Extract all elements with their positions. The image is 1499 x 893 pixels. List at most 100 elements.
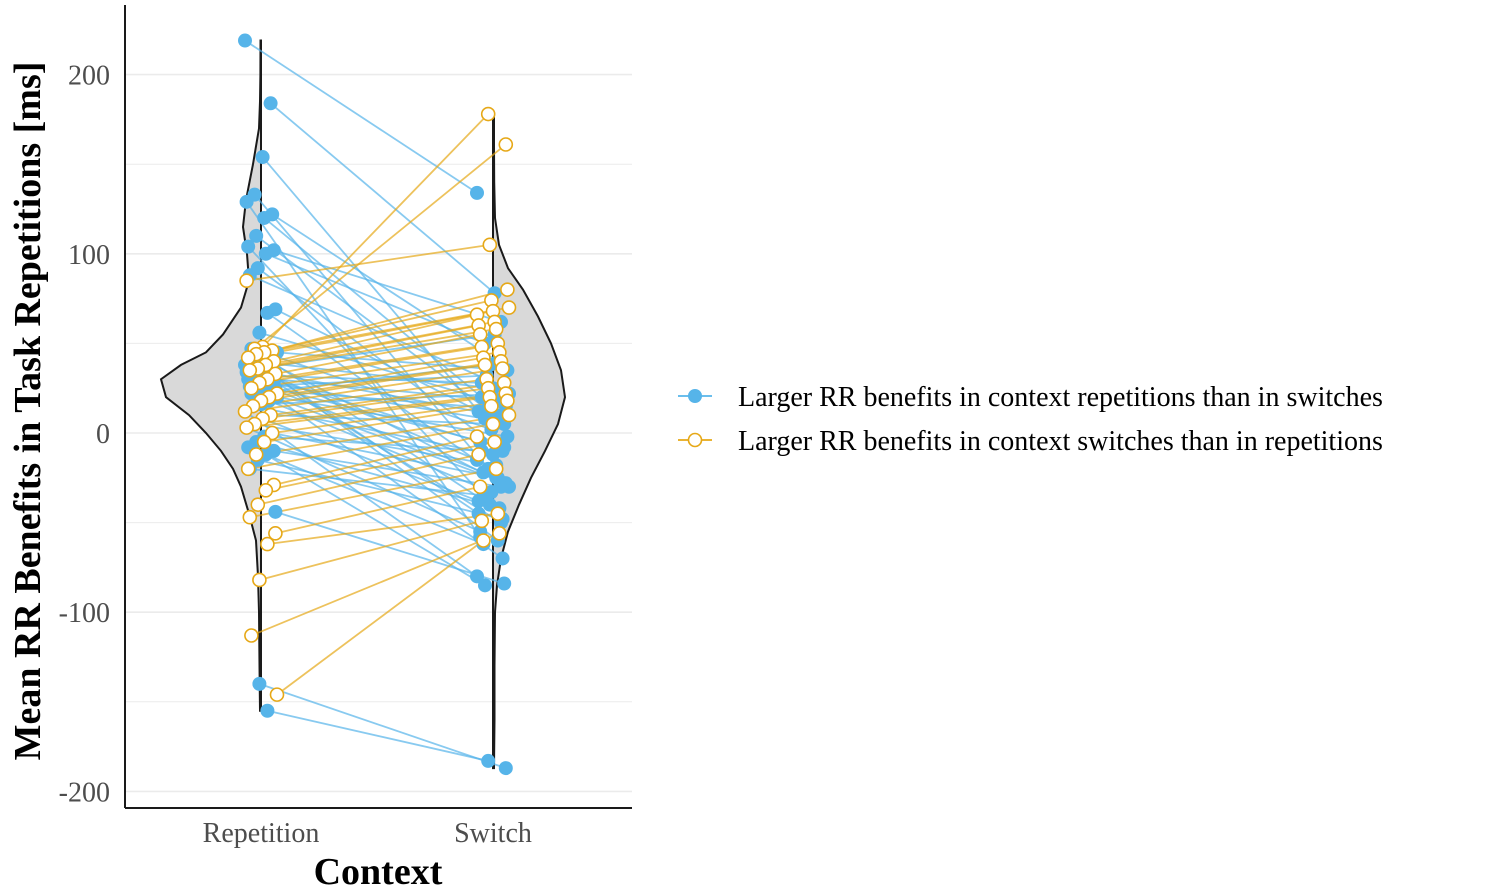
data-point-switch-larger: [472, 327, 488, 342]
data-point-switch-larger: [484, 398, 499, 414]
connecting-line: [273, 435, 478, 486]
grid-lines: [125, 73, 632, 793]
connecting-line: [273, 249, 502, 323]
connecting-line: [259, 390, 507, 485]
data-point-rep-larger: [263, 96, 278, 111]
connecting-line: [257, 324, 479, 370]
connecting-line: [259, 683, 507, 769]
data-point-switch-larger: [242, 509, 258, 525]
connecting-line: [261, 113, 489, 348]
data-point-rep-larger: [498, 761, 513, 776]
data-point-switch-larger: [244, 628, 259, 643]
connecting-line: [267, 342, 498, 381]
legend: Larger RR benefits in context repetition…: [678, 382, 1383, 457]
axes: [124, 5, 632, 809]
data-point-switch-larger: [501, 300, 517, 315]
y-tick-label: 200: [68, 61, 110, 92]
y-axis-title: Mean RR Benefits in Task Repetitions [ms…: [7, 62, 49, 761]
data-point-switch-larger: [237, 404, 253, 419]
connecting-line: [263, 299, 492, 354]
connecting-line: [254, 392, 506, 425]
data-point-rep-larger: [494, 479, 508, 494]
data-point-rep-larger: [260, 305, 275, 320]
data-point-switch-larger: [239, 420, 254, 435]
connecting-line: [248, 310, 494, 359]
connecting-line: [270, 102, 496, 294]
data-point-switch-larger: [477, 357, 493, 373]
legend-label: Larger RR benefits in context switches t…: [738, 426, 1383, 457]
data-point-rep-larger: [260, 703, 275, 718]
data-point-switch-larger: [490, 506, 506, 521]
tick-labels: -200 -100 0 100 200 Repetition Switch: [59, 61, 532, 849]
y-tick-label: -200: [59, 777, 110, 808]
connecting-line: [257, 453, 479, 506]
data-point-switch-larger: [240, 350, 256, 366]
connecting-line: [255, 441, 500, 510]
connecting-line: [247, 446, 484, 545]
data-point-rep-larger: [478, 578, 492, 593]
x-tick-label: Repetition: [203, 818, 320, 849]
data-point-switch-larger: [482, 237, 498, 253]
data-point-switch-larger: [500, 282, 515, 297]
data-point-rep-larger: [252, 676, 267, 691]
connecting-line: [276, 356, 484, 395]
connecting-line: [248, 423, 494, 470]
y-tick-label: 0: [96, 419, 110, 450]
violin-switch: [492, 113, 567, 770]
connecting-line: [265, 252, 486, 345]
data-point-rep-larger: [239, 194, 254, 209]
data-point-switch-larger: [260, 536, 275, 552]
connecting-line: [246, 396, 490, 429]
data-point-switch-larger: [488, 321, 504, 337]
violins: [159, 39, 567, 770]
connecting-line: [249, 467, 487, 497]
data-point-rep-larger: [495, 551, 510, 566]
connecting-line: [265, 441, 495, 492]
connecting-line: [257, 459, 503, 520]
connecting-line: [244, 378, 487, 413]
data-point-switch-larger: [480, 106, 496, 122]
data-point-switch-larger: [500, 393, 515, 409]
data-point-rep-larger: [470, 185, 484, 200]
connecting-line: [256, 414, 510, 456]
connecting-line: [272, 399, 508, 434]
data-point-switch-larger: [268, 526, 283, 541]
connecting-line: [259, 519, 483, 581]
data-point-switch-larger: [264, 425, 280, 441]
data-point-switch-larger: [492, 526, 507, 541]
data-point-switch-larger: [242, 362, 258, 378]
data-point-rep-larger: [470, 569, 484, 584]
connecting-line: [261, 156, 480, 413]
connecting-line: [275, 333, 481, 375]
connecting-line: [267, 709, 489, 762]
data-point-switch-larger: [269, 687, 285, 702]
x-axis-title: Context: [314, 851, 443, 893]
data-point-rep-larger: [268, 504, 283, 519]
connecting-line: [274, 308, 505, 425]
data-point-switch-larger: [244, 380, 259, 396]
data-point-rep-larger: [257, 210, 272, 225]
connecting-line: [246, 243, 490, 282]
connecting-line: [251, 532, 500, 637]
data-point-switch-larger: [472, 479, 488, 495]
x-tick-label: Switch: [454, 818, 532, 849]
legend-label: Larger RR benefits in context repetition…: [738, 382, 1383, 413]
connecting-line: [249, 467, 497, 519]
data-point-switch-larger: [485, 416, 501, 432]
connecting-lines: [244, 39, 510, 769]
connecting-line: [249, 328, 497, 372]
data-point-switch-larger: [488, 461, 504, 477]
connecting-line: [268, 360, 502, 399]
violin-repetition: [159, 39, 262, 712]
connecting-line: [259, 346, 482, 384]
connecting-line: [275, 485, 481, 535]
data-point-switch-larger: [474, 513, 490, 529]
data-point-switch-larger: [239, 273, 254, 288]
legend-key-marker: [688, 389, 702, 403]
connecting-line: [270, 381, 505, 416]
data-point-switch-larger: [495, 361, 510, 376]
data-point-switch-larger: [252, 572, 267, 588]
data-point-switch-larger: [476, 533, 491, 548]
y-tick-label: 100: [68, 240, 110, 271]
data-point-switch-larger: [469, 429, 485, 444]
